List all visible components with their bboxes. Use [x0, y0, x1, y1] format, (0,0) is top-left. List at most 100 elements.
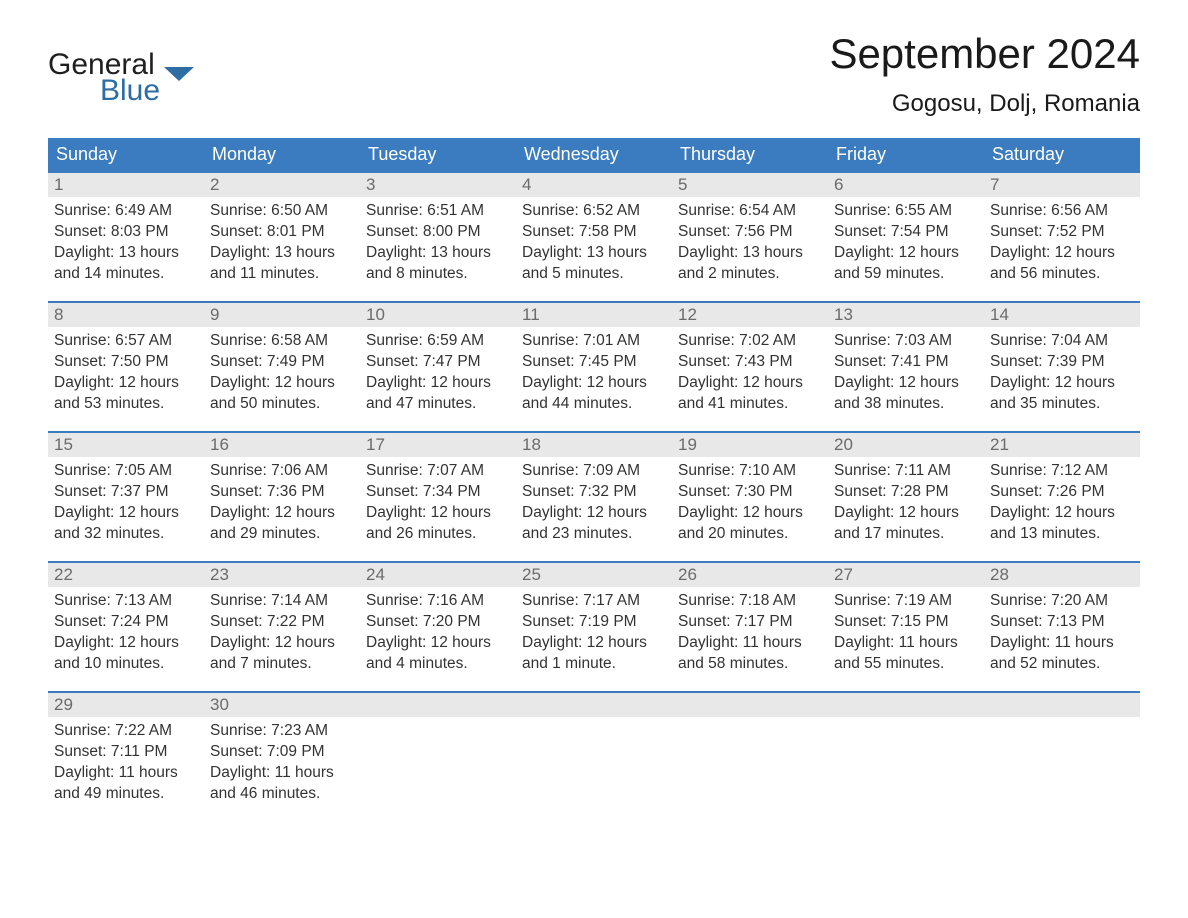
daylight-line-2: and 13 minutes.: [990, 524, 1134, 545]
sunrise-line: Sunrise: 7:23 AM: [210, 721, 354, 742]
sunrise-line: Sunrise: 7:13 AM: [54, 591, 198, 612]
day-cell: 29Sunrise: 7:22 AMSunset: 7:11 PMDayligh…: [48, 692, 204, 822]
daylight-line-1: Daylight: 12 hours: [366, 373, 510, 394]
daylight-line-1: Daylight: 12 hours: [54, 633, 198, 654]
sunrise-line: Sunrise: 6:55 AM: [834, 201, 978, 222]
day-header-monday: Monday: [204, 138, 360, 172]
daylight-line-2: and 7 minutes.: [210, 654, 354, 675]
daylight-line-2: and 46 minutes.: [210, 784, 354, 805]
sunrise-line: Sunrise: 7:16 AM: [366, 591, 510, 612]
sunset-line: Sunset: 7:50 PM: [54, 352, 198, 373]
sunrise-line: Sunrise: 7:10 AM: [678, 461, 822, 482]
sunset-line: Sunset: 7:32 PM: [522, 482, 666, 503]
sunrise-line: Sunrise: 7:01 AM: [522, 331, 666, 352]
day-cell: 15Sunrise: 7:05 AMSunset: 7:37 PMDayligh…: [48, 432, 204, 562]
daylight-line-2: and 47 minutes.: [366, 394, 510, 415]
daylight-line-2: and 52 minutes.: [990, 654, 1134, 675]
brand-word2: Blue: [48, 76, 160, 106]
daylight-line-1: Daylight: 12 hours: [366, 633, 510, 654]
day-body: Sunrise: 6:56 AMSunset: 7:52 PMDaylight:…: [984, 197, 1140, 301]
daylight-line-1: Daylight: 12 hours: [990, 503, 1134, 524]
day-body: Sunrise: 7:09 AMSunset: 7:32 PMDaylight:…: [516, 457, 672, 561]
day-body: Sunrise: 6:49 AMSunset: 8:03 PMDaylight:…: [48, 197, 204, 301]
week-row: 29Sunrise: 7:22 AMSunset: 7:11 PMDayligh…: [48, 692, 1140, 822]
day-header-wednesday: Wednesday: [516, 138, 672, 172]
daylight-line-2: and 44 minutes.: [522, 394, 666, 415]
day-body: Sunrise: 6:52 AMSunset: 7:58 PMDaylight:…: [516, 197, 672, 301]
day-number: 24: [360, 563, 516, 587]
sunset-line: Sunset: 7:45 PM: [522, 352, 666, 373]
day-number: 2: [204, 173, 360, 197]
day-cell: 2Sunrise: 6:50 AMSunset: 8:01 PMDaylight…: [204, 172, 360, 302]
day-body: Sunrise: 6:51 AMSunset: 8:00 PMDaylight:…: [360, 197, 516, 301]
day-header-thursday: Thursday: [672, 138, 828, 172]
daylight-line-1: Daylight: 12 hours: [366, 503, 510, 524]
daylight-line-1: Daylight: 12 hours: [522, 503, 666, 524]
sunrise-line: Sunrise: 7:11 AM: [834, 461, 978, 482]
daylight-line-2: and 59 minutes.: [834, 264, 978, 285]
daylight-line-1: Daylight: 12 hours: [834, 503, 978, 524]
day-body: Sunrise: 7:07 AMSunset: 7:34 PMDaylight:…: [360, 457, 516, 561]
day-cell: 14Sunrise: 7:04 AMSunset: 7:39 PMDayligh…: [984, 302, 1140, 432]
day-number: 30: [204, 693, 360, 717]
sunset-line: Sunset: 7:39 PM: [990, 352, 1134, 373]
week-row: 8Sunrise: 6:57 AMSunset: 7:50 PMDaylight…: [48, 302, 1140, 432]
sunset-line: Sunset: 7:54 PM: [834, 222, 978, 243]
sunset-line: Sunset: 7:56 PM: [678, 222, 822, 243]
sunrise-line: Sunrise: 7:18 AM: [678, 591, 822, 612]
day-body: Sunrise: 7:01 AMSunset: 7:45 PMDaylight:…: [516, 327, 672, 431]
daylight-line-1: Daylight: 11 hours: [990, 633, 1134, 654]
sunset-line: Sunset: 7:26 PM: [990, 482, 1134, 503]
sunset-line: Sunset: 7:15 PM: [834, 612, 978, 633]
sunrise-line: Sunrise: 7:17 AM: [522, 591, 666, 612]
day-number: 4: [516, 173, 672, 197]
day-body: Sunrise: 7:12 AMSunset: 7:26 PMDaylight:…: [984, 457, 1140, 561]
daylight-line-2: and 32 minutes.: [54, 524, 198, 545]
day-header-sunday: Sunday: [48, 138, 204, 172]
sunset-line: Sunset: 7:09 PM: [210, 742, 354, 763]
day-body: Sunrise: 7:02 AMSunset: 7:43 PMDaylight:…: [672, 327, 828, 431]
daylight-line-2: and 23 minutes.: [522, 524, 666, 545]
day-body: Sunrise: 7:14 AMSunset: 7:22 PMDaylight:…: [204, 587, 360, 691]
day-body: Sunrise: 6:50 AMSunset: 8:01 PMDaylight:…: [204, 197, 360, 301]
sunset-line: Sunset: 7:34 PM: [366, 482, 510, 503]
day-cell: 6Sunrise: 6:55 AMSunset: 7:54 PMDaylight…: [828, 172, 984, 302]
day-cell: 3Sunrise: 6:51 AMSunset: 8:00 PMDaylight…: [360, 172, 516, 302]
day-cell: 22Sunrise: 7:13 AMSunset: 7:24 PMDayligh…: [48, 562, 204, 692]
sunset-line: Sunset: 8:00 PM: [366, 222, 510, 243]
sunset-line: Sunset: 8:01 PM: [210, 222, 354, 243]
day-body: Sunrise: 6:55 AMSunset: 7:54 PMDaylight:…: [828, 197, 984, 301]
page-header: General Blue September 2024 Gogosu, Dolj…: [48, 30, 1140, 118]
sunset-line: Sunset: 7:41 PM: [834, 352, 978, 373]
daylight-line-1: Daylight: 12 hours: [678, 503, 822, 524]
daylight-line-1: Daylight: 13 hours: [366, 243, 510, 264]
daylight-line-2: and 5 minutes.: [522, 264, 666, 285]
daylight-line-2: and 55 minutes.: [834, 654, 978, 675]
day-number-empty: [672, 693, 828, 717]
day-body: Sunrise: 7:20 AMSunset: 7:13 PMDaylight:…: [984, 587, 1140, 691]
sunset-line: Sunset: 7:19 PM: [522, 612, 666, 633]
day-header-friday: Friday: [828, 138, 984, 172]
title-block: September 2024 Gogosu, Dolj, Romania: [829, 30, 1140, 118]
daylight-line-1: Daylight: 13 hours: [210, 243, 354, 264]
sunrise-line: Sunrise: 7:20 AM: [990, 591, 1134, 612]
day-body: Sunrise: 7:19 AMSunset: 7:15 PMDaylight:…: [828, 587, 984, 691]
day-number: 19: [672, 433, 828, 457]
day-header-tuesday: Tuesday: [360, 138, 516, 172]
daylight-line-2: and 41 minutes.: [678, 394, 822, 415]
calendar-body: 1Sunrise: 6:49 AMSunset: 8:03 PMDaylight…: [48, 172, 1140, 822]
daylight-line-1: Daylight: 13 hours: [522, 243, 666, 264]
daylight-line-1: Daylight: 12 hours: [54, 503, 198, 524]
day-number: 14: [984, 303, 1140, 327]
day-number: 12: [672, 303, 828, 327]
sunset-line: Sunset: 7:11 PM: [54, 742, 198, 763]
daylight-line-1: Daylight: 11 hours: [54, 763, 198, 784]
daylight-line-1: Daylight: 12 hours: [834, 243, 978, 264]
day-header-saturday: Saturday: [984, 138, 1140, 172]
day-number: 22: [48, 563, 204, 587]
daylight-line-1: Daylight: 12 hours: [990, 373, 1134, 394]
sunrise-line: Sunrise: 6:56 AM: [990, 201, 1134, 222]
day-cell: 1Sunrise: 6:49 AMSunset: 8:03 PMDaylight…: [48, 172, 204, 302]
week-row: 15Sunrise: 7:05 AMSunset: 7:37 PMDayligh…: [48, 432, 1140, 562]
day-cell: 23Sunrise: 7:14 AMSunset: 7:22 PMDayligh…: [204, 562, 360, 692]
